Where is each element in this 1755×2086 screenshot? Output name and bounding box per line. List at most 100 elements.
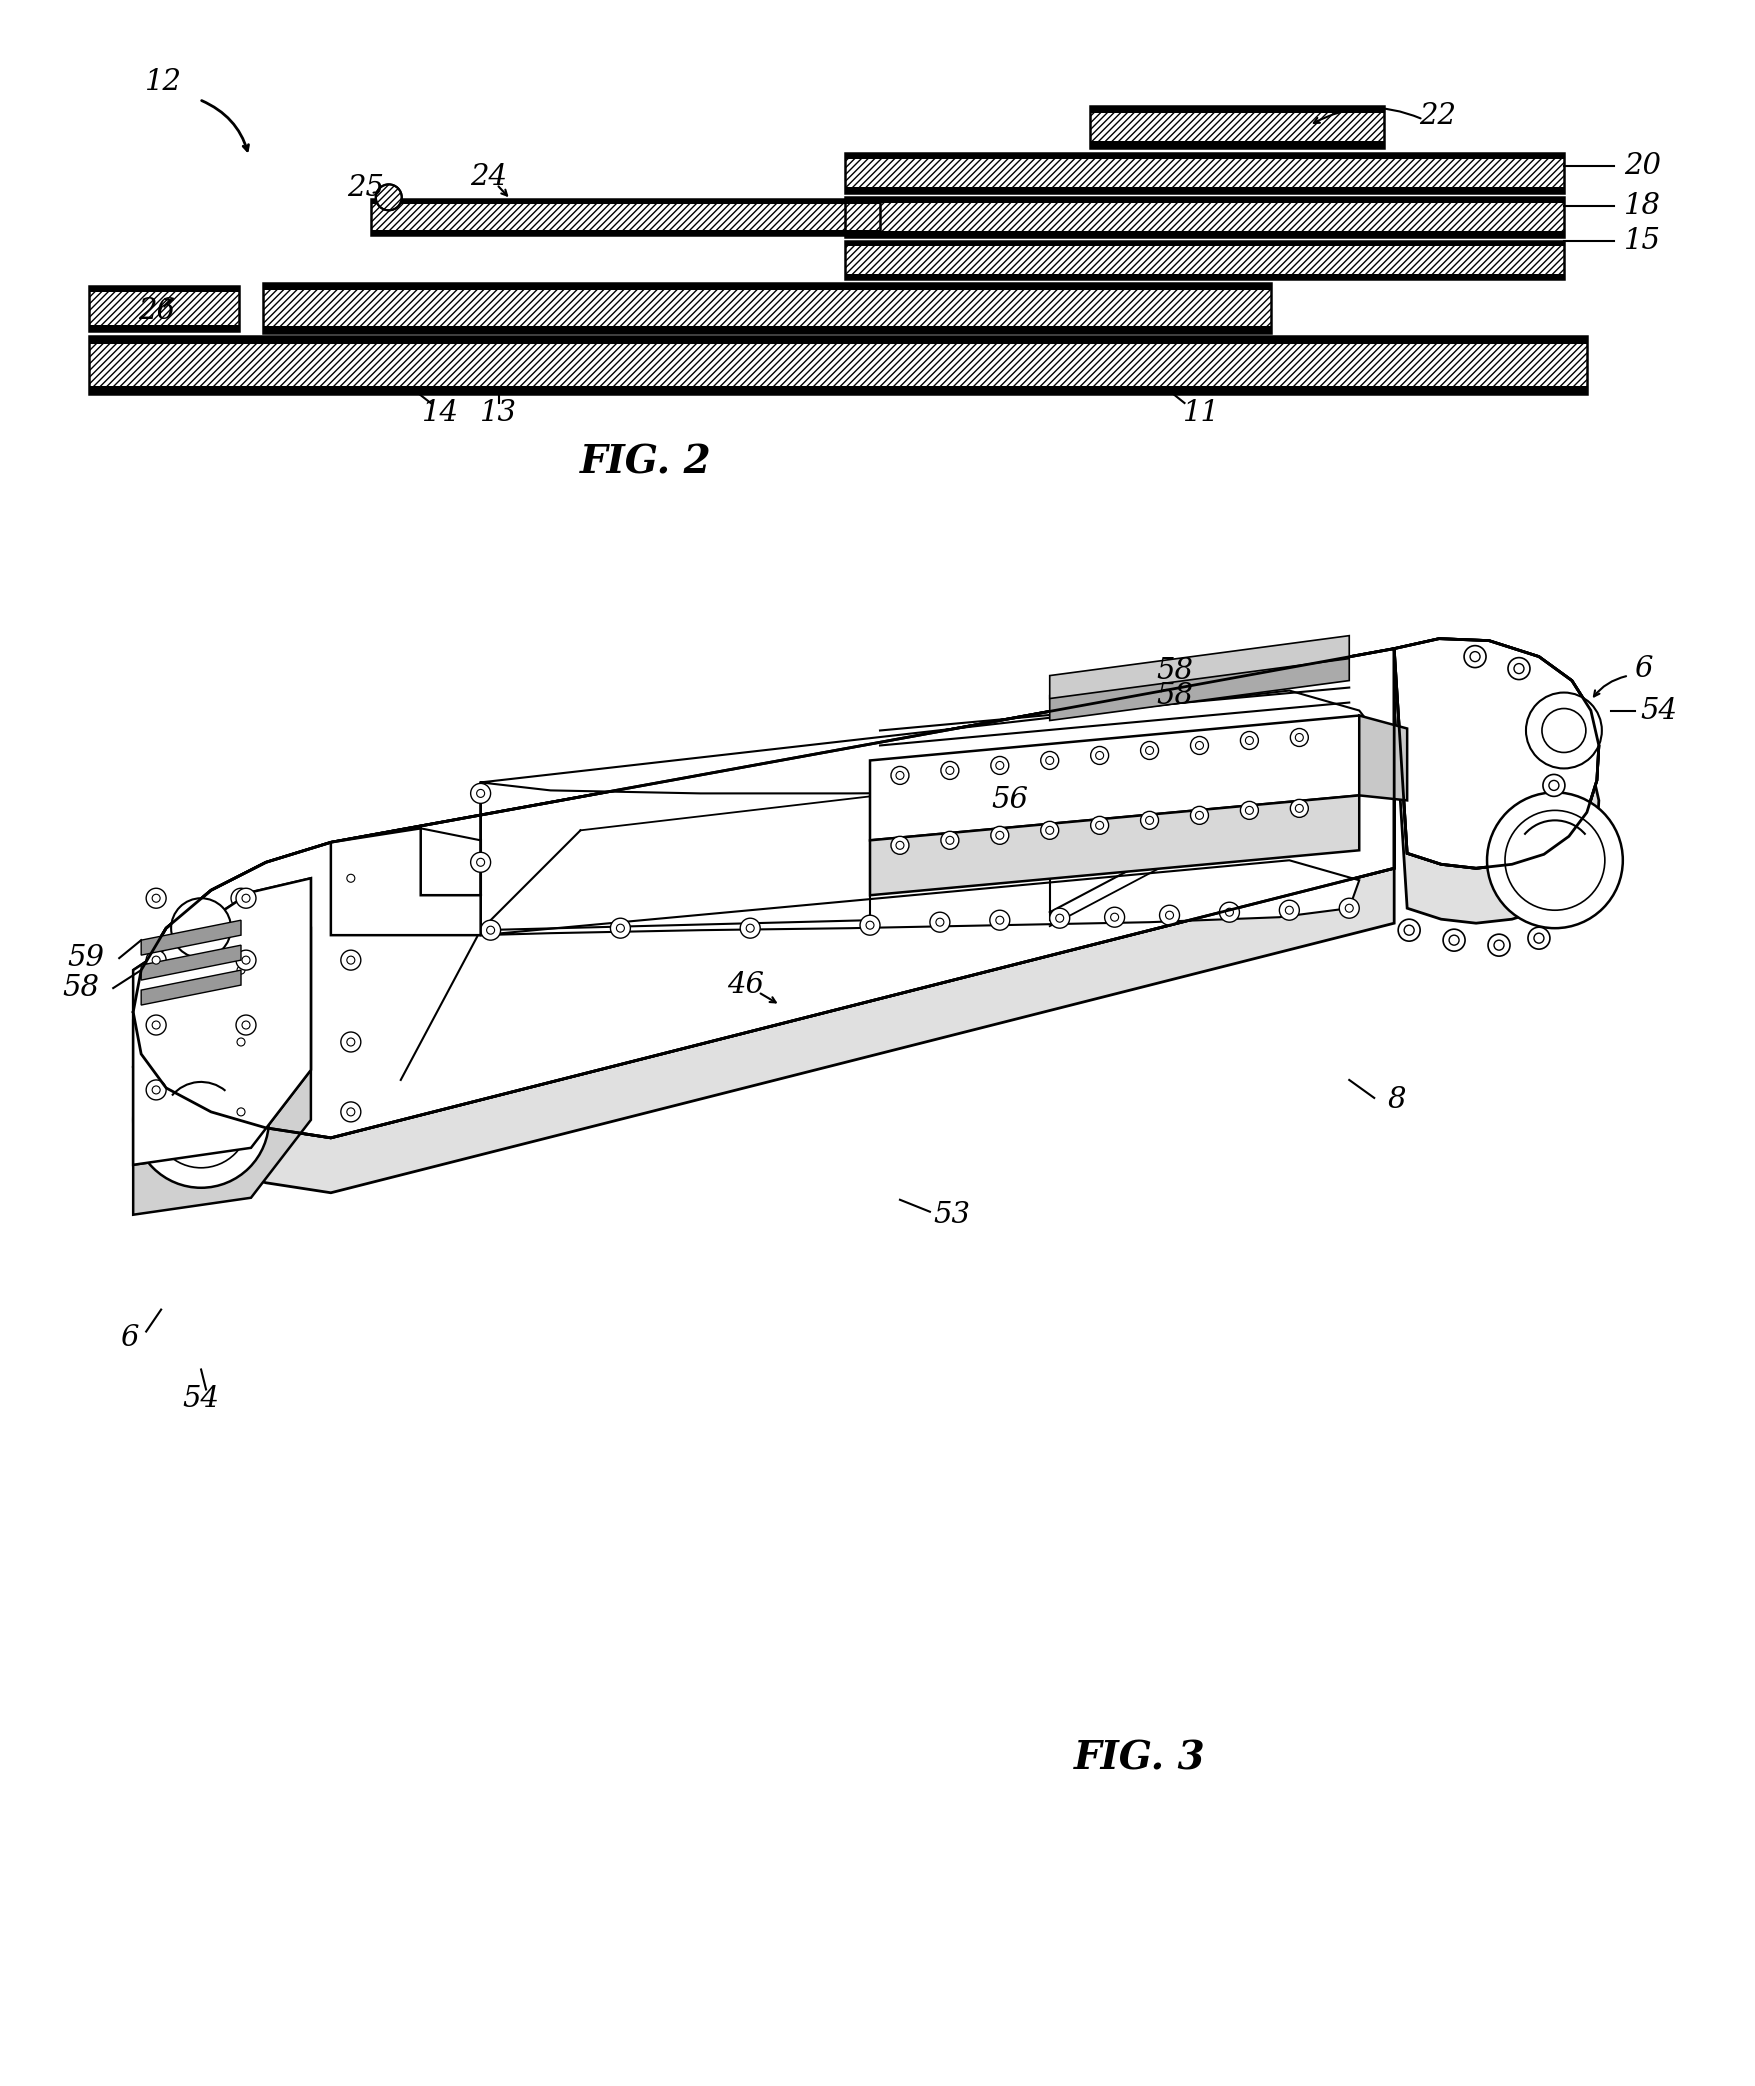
Circle shape <box>235 949 256 970</box>
Circle shape <box>1344 774 1353 782</box>
Circle shape <box>470 853 490 872</box>
Circle shape <box>232 889 251 907</box>
Circle shape <box>1158 776 1179 795</box>
Polygon shape <box>140 920 240 955</box>
Polygon shape <box>330 828 481 935</box>
Bar <box>1090 142 1383 148</box>
Text: 54: 54 <box>1639 697 1676 724</box>
Text: 12: 12 <box>144 67 181 96</box>
Text: 20: 20 <box>1623 152 1660 179</box>
Circle shape <box>1041 751 1058 770</box>
Circle shape <box>1279 901 1299 920</box>
Bar <box>844 273 1564 280</box>
Text: 6: 6 <box>1632 655 1651 682</box>
Circle shape <box>1104 907 1123 926</box>
Polygon shape <box>133 928 311 1214</box>
Bar <box>90 336 1587 344</box>
Polygon shape <box>133 878 311 1164</box>
Circle shape <box>153 1020 160 1028</box>
Circle shape <box>890 836 909 855</box>
Circle shape <box>153 1072 249 1168</box>
Text: 11: 11 <box>1183 398 1220 428</box>
Circle shape <box>1165 912 1172 920</box>
Circle shape <box>1295 734 1302 741</box>
Polygon shape <box>1049 655 1348 720</box>
Polygon shape <box>133 638 1599 1137</box>
Bar <box>90 286 239 332</box>
Circle shape <box>153 895 160 903</box>
Circle shape <box>1165 782 1172 789</box>
Circle shape <box>1543 774 1564 797</box>
Circle shape <box>1190 807 1207 824</box>
Bar <box>370 200 879 204</box>
Circle shape <box>232 960 251 980</box>
Circle shape <box>481 920 500 941</box>
Circle shape <box>1109 914 1118 922</box>
Bar <box>844 242 1564 246</box>
Circle shape <box>153 1087 160 1093</box>
Bar <box>263 284 1271 334</box>
Circle shape <box>340 868 360 889</box>
Circle shape <box>1041 822 1058 839</box>
Circle shape <box>237 966 246 974</box>
Bar <box>90 325 239 332</box>
Text: 6: 6 <box>119 1323 139 1352</box>
Bar <box>844 242 1564 280</box>
Circle shape <box>476 789 484 797</box>
Circle shape <box>146 889 167 907</box>
Bar <box>263 325 1271 334</box>
Circle shape <box>990 782 1009 803</box>
Circle shape <box>340 1101 360 1122</box>
Circle shape <box>1195 741 1202 749</box>
Circle shape <box>741 918 760 939</box>
Circle shape <box>235 1016 256 1035</box>
Circle shape <box>1397 920 1420 941</box>
Circle shape <box>1339 899 1358 918</box>
Circle shape <box>1464 647 1485 668</box>
Circle shape <box>1508 657 1529 680</box>
Polygon shape <box>1049 636 1348 699</box>
Text: 24: 24 <box>470 163 507 192</box>
Circle shape <box>232 1033 251 1051</box>
Circle shape <box>930 912 949 932</box>
Bar <box>844 198 1564 238</box>
Circle shape <box>890 766 909 784</box>
Polygon shape <box>1358 715 1406 801</box>
Circle shape <box>935 918 944 926</box>
Text: 59: 59 <box>68 945 105 972</box>
Text: 18: 18 <box>1623 192 1660 221</box>
Bar <box>370 200 879 236</box>
Circle shape <box>1225 778 1232 786</box>
Circle shape <box>347 874 355 882</box>
Circle shape <box>1195 811 1202 820</box>
Polygon shape <box>481 690 1388 935</box>
Circle shape <box>237 1108 246 1116</box>
Circle shape <box>153 955 160 964</box>
Text: 46: 46 <box>727 972 763 999</box>
Bar <box>844 242 1564 280</box>
Circle shape <box>1090 816 1107 834</box>
Circle shape <box>242 1020 249 1028</box>
Circle shape <box>1055 914 1064 922</box>
Text: FIG. 2: FIG. 2 <box>579 444 711 482</box>
Circle shape <box>237 1039 246 1045</box>
Circle shape <box>1285 905 1293 914</box>
Circle shape <box>990 909 1009 930</box>
Circle shape <box>1049 907 1069 928</box>
Bar <box>1090 106 1383 148</box>
Circle shape <box>1469 651 1479 661</box>
Circle shape <box>1295 805 1302 811</box>
Circle shape <box>1443 928 1464 951</box>
Circle shape <box>990 757 1007 774</box>
Circle shape <box>616 924 625 932</box>
Bar <box>263 284 1271 290</box>
Circle shape <box>1144 816 1153 824</box>
Circle shape <box>1239 732 1258 749</box>
Circle shape <box>611 918 630 939</box>
Text: 26: 26 <box>137 296 174 325</box>
Polygon shape <box>140 970 240 1005</box>
Circle shape <box>1534 932 1543 943</box>
Circle shape <box>1218 772 1239 793</box>
Circle shape <box>865 922 874 928</box>
Circle shape <box>1190 736 1207 755</box>
